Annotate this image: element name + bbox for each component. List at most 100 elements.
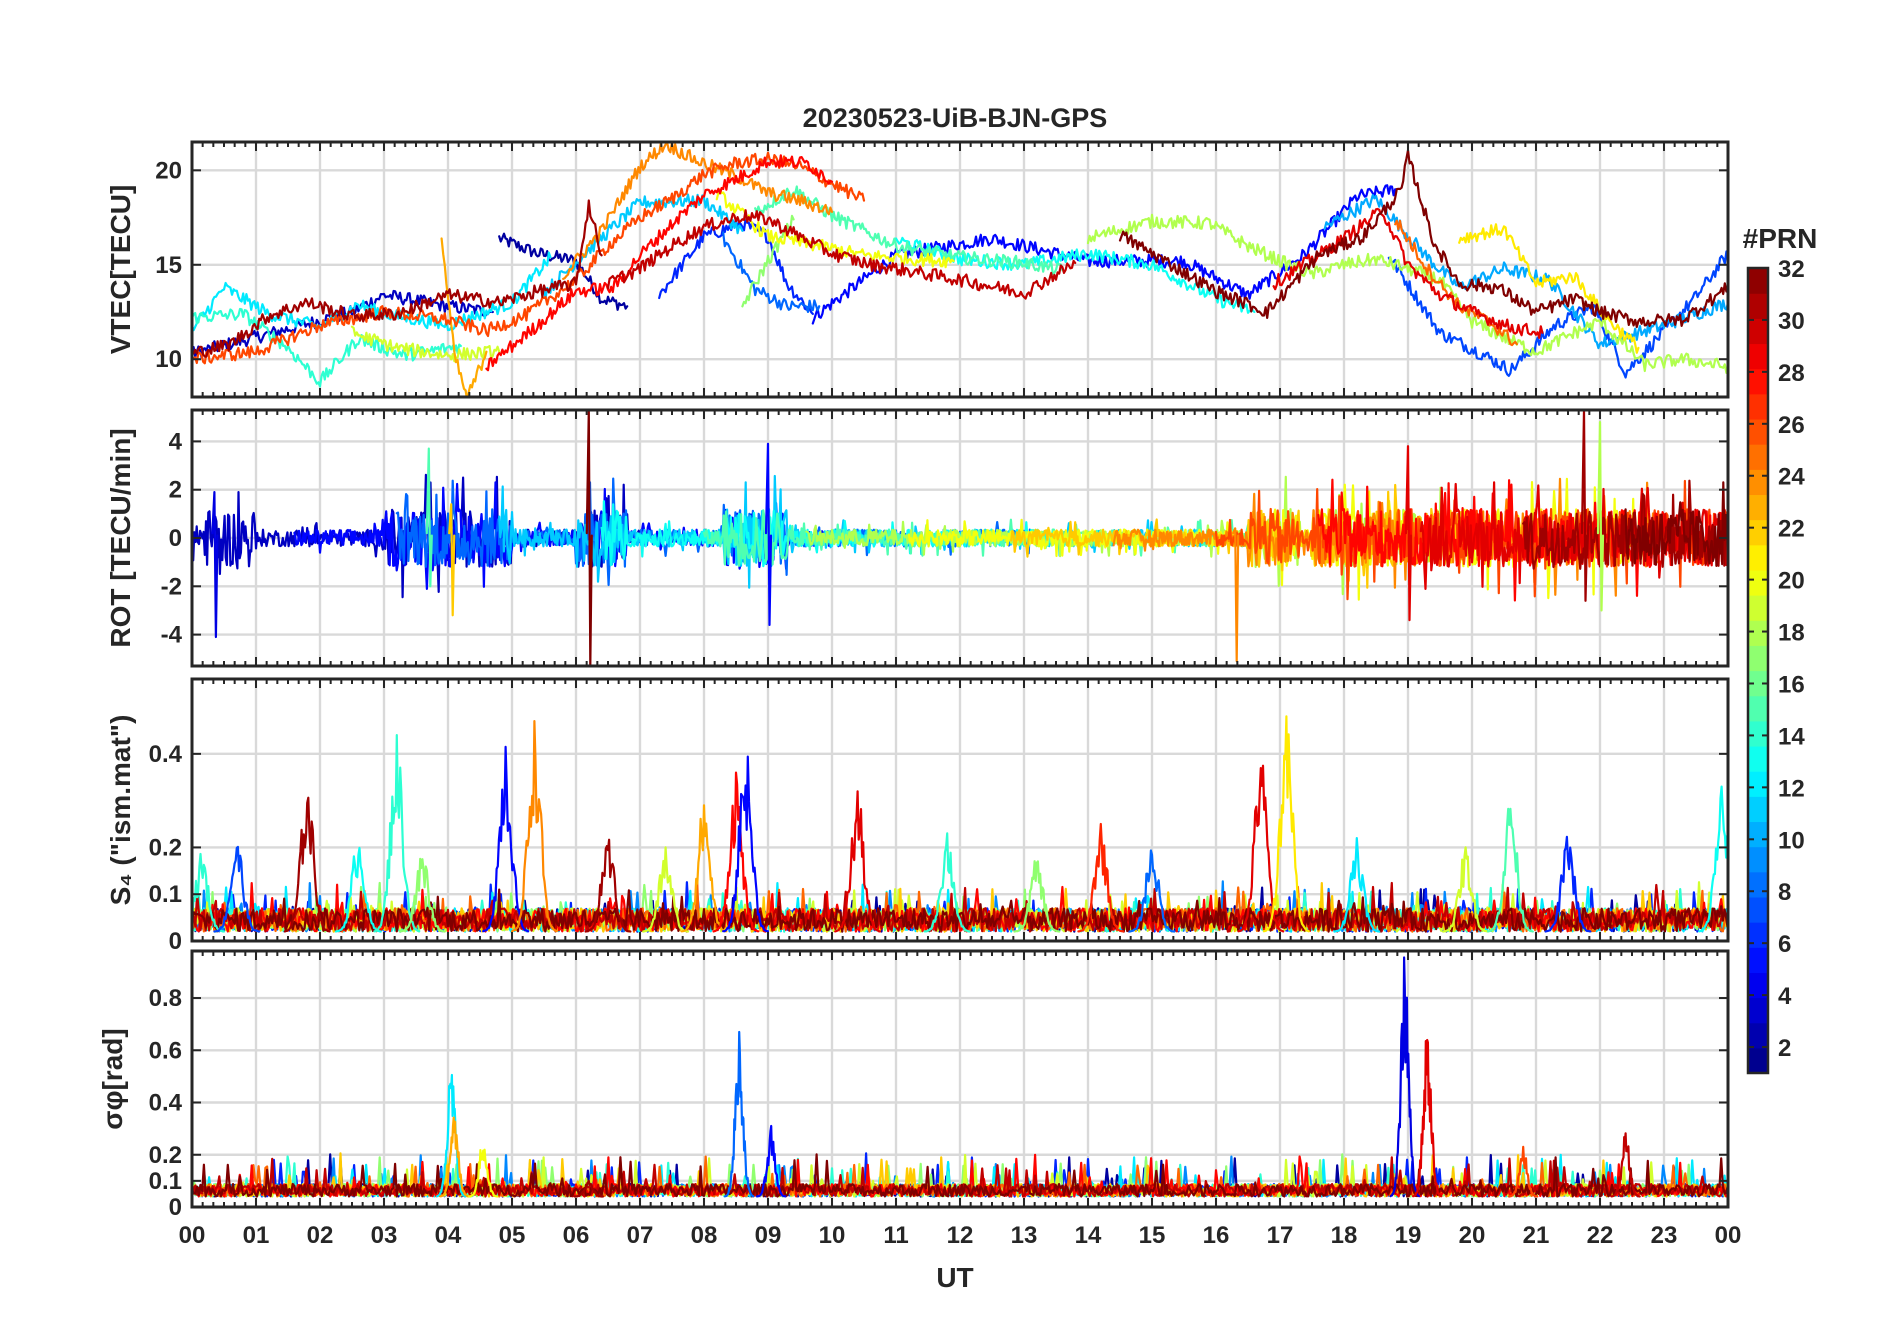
colorbar-swatch bbox=[1748, 544, 1768, 571]
y-tick-label: 0.6 bbox=[149, 1037, 182, 1064]
x-tick-label: 20 bbox=[1459, 1222, 1486, 1249]
colorbar-title: #PRN bbox=[1743, 223, 1818, 254]
x-ticks bbox=[191, 679, 1729, 941]
colorbar-tick-label: 30 bbox=[1778, 308, 1805, 335]
colorbar-swatch bbox=[1748, 343, 1768, 370]
colorbar-swatch bbox=[1748, 595, 1768, 621]
colorbar-swatch bbox=[1748, 569, 1768, 596]
vtec-panel-ylabel: VTEC[TECU] bbox=[105, 185, 136, 355]
x-ticks bbox=[191, 951, 1729, 1207]
x-tick-label: 14 bbox=[1075, 1222, 1102, 1249]
vtec-trace-prn-11 bbox=[542, 193, 744, 300]
colorbar-swatch bbox=[1748, 318, 1768, 345]
colorbar-swatch bbox=[1748, 871, 1768, 898]
baseline-trace-prn-32 bbox=[192, 888, 1728, 933]
y-tick-label: 20 bbox=[155, 157, 182, 184]
colorbar-tick-label: 22 bbox=[1778, 516, 1805, 543]
peak-trace-prn-5 bbox=[722, 755, 770, 933]
peak-trace-prn-29 bbox=[834, 790, 882, 933]
peak-trace-prn-17 bbox=[398, 857, 446, 933]
vtec-trace-prn-30 bbox=[606, 209, 1077, 300]
colorbar-swatch bbox=[1748, 645, 1768, 672]
traces bbox=[192, 715, 1728, 933]
spike-prn4 bbox=[211, 491, 219, 639]
peak-trace-prn-26 bbox=[1507, 1145, 1539, 1198]
peak-trace-prn-23 bbox=[439, 1116, 470, 1198]
colorbar-swatch bbox=[1748, 293, 1768, 319]
colorbar-tick-label: 20 bbox=[1778, 568, 1805, 595]
x-tick-label: 13 bbox=[1011, 1222, 1038, 1249]
colorbar-swatch bbox=[1748, 947, 1768, 973]
peak-trace-prn-14 bbox=[923, 832, 971, 933]
colorbar-swatch bbox=[1748, 368, 1768, 395]
y-tick-label: -2 bbox=[161, 573, 182, 600]
x-ticks bbox=[191, 410, 1729, 666]
y-tick-label: 2 bbox=[169, 477, 182, 504]
peak-trace-prn-21 bbox=[1262, 715, 1310, 933]
colorbar-tick-label: 10 bbox=[1778, 827, 1805, 854]
spike-prn15 bbox=[425, 447, 433, 588]
colorbar-tick-label: 12 bbox=[1778, 775, 1805, 802]
spike-prn5 bbox=[764, 442, 773, 627]
colorbar-swatch bbox=[1748, 444, 1768, 470]
x-tick-label: 17 bbox=[1267, 1222, 1294, 1249]
x-tick-label: 04 bbox=[435, 1222, 462, 1249]
colorbar-swatch bbox=[1748, 620, 1768, 646]
peak-trace-prn-29 bbox=[1411, 1038, 1443, 1198]
y-tick-label: 0.1 bbox=[149, 1168, 182, 1195]
vtec-panel: 10 15 20 VTEC[TECU] bbox=[105, 140, 1730, 399]
y-tick-label: 0.4 bbox=[149, 1090, 183, 1117]
colorbar-swatch bbox=[1748, 1047, 1768, 1074]
x-tick-label: 22 bbox=[1587, 1222, 1614, 1249]
spike-prn18 bbox=[1596, 420, 1605, 612]
peak-trace-prn-4 bbox=[1389, 956, 1421, 1198]
vtec-trace-prn-28 bbox=[485, 154, 834, 372]
vtec-trace-prn-21 bbox=[1458, 223, 1640, 354]
colorbar-tick-label: 4 bbox=[1778, 983, 1792, 1010]
peak-trace-prn-8 bbox=[1128, 849, 1176, 933]
colorbar-swatch bbox=[1748, 418, 1768, 445]
peak-trace-prn-15 bbox=[1486, 807, 1534, 933]
s4-panel-ylabel: S₄ ("ism.mat") bbox=[105, 715, 136, 906]
x-tick-label: 07 bbox=[627, 1222, 654, 1249]
colorbar-tick-label: 32 bbox=[1778, 256, 1805, 283]
colorbar-swatch bbox=[1748, 519, 1768, 546]
x-tick-label: 01 bbox=[243, 1222, 270, 1249]
y-tick-label: 0.8 bbox=[149, 985, 182, 1012]
x-ticks bbox=[191, 142, 1729, 397]
y-tick-label: 0 bbox=[169, 525, 182, 552]
x-tick-labels: 00 01 02 03 04 05 06 07 08 09 10 11 12 13 14 15 16 17 18 19… bbox=[179, 1222, 1742, 1249]
colorbar-tick-label: 6 bbox=[1778, 931, 1791, 958]
colorbar-swatch bbox=[1748, 494, 1768, 521]
y-tick-label: 0 bbox=[169, 928, 182, 955]
x-tick-label: 08 bbox=[691, 1222, 718, 1249]
x-tick-label: 10 bbox=[819, 1222, 846, 1249]
traces bbox=[192, 956, 1728, 1198]
peak-trace-prn-28 bbox=[712, 771, 760, 933]
y-tick-label: 4 bbox=[169, 428, 183, 455]
baseline-trace-prn-32 bbox=[192, 1153, 1728, 1198]
x-tick-label: 02 bbox=[307, 1222, 334, 1249]
spike-prn29 bbox=[1404, 445, 1413, 622]
peak-trace-prn-8 bbox=[723, 1030, 755, 1198]
peak-trace-prn-31 bbox=[584, 838, 632, 933]
colorbar-swatch bbox=[1748, 896, 1768, 923]
colorbar-tick-label: 28 bbox=[1778, 360, 1805, 387]
x-tick-label: 00 bbox=[179, 1222, 206, 1249]
peak-trace-prn-13 bbox=[1698, 785, 1728, 933]
x-tick-label: 12 bbox=[947, 1222, 974, 1249]
x-tick-label: 00 bbox=[1715, 1222, 1742, 1249]
colorbar-swatch bbox=[1748, 469, 1768, 496]
x-tick-label: 18 bbox=[1331, 1222, 1358, 1249]
y-tick-label: 10 bbox=[155, 346, 182, 373]
colorbar-tick-label: 8 bbox=[1778, 879, 1791, 906]
vtec-trace-prn-10 bbox=[1323, 194, 1728, 350]
vtec-trace-prn-25 bbox=[1394, 219, 1518, 347]
figure-title: 20230523-UiB-BJN-GPS bbox=[803, 103, 1108, 133]
x-tick-label: 23 bbox=[1651, 1222, 1678, 1249]
vtec-trace-prn-23 bbox=[440, 237, 488, 397]
sigma-phi-panel: 00.10.2 0.4 0.6 0.8 σφ[rad] bbox=[97, 949, 1730, 1221]
colorbar-tick-label: 14 bbox=[1778, 723, 1805, 750]
grid bbox=[190, 951, 1730, 1209]
vtec-trace-prn-2 bbox=[498, 232, 629, 311]
